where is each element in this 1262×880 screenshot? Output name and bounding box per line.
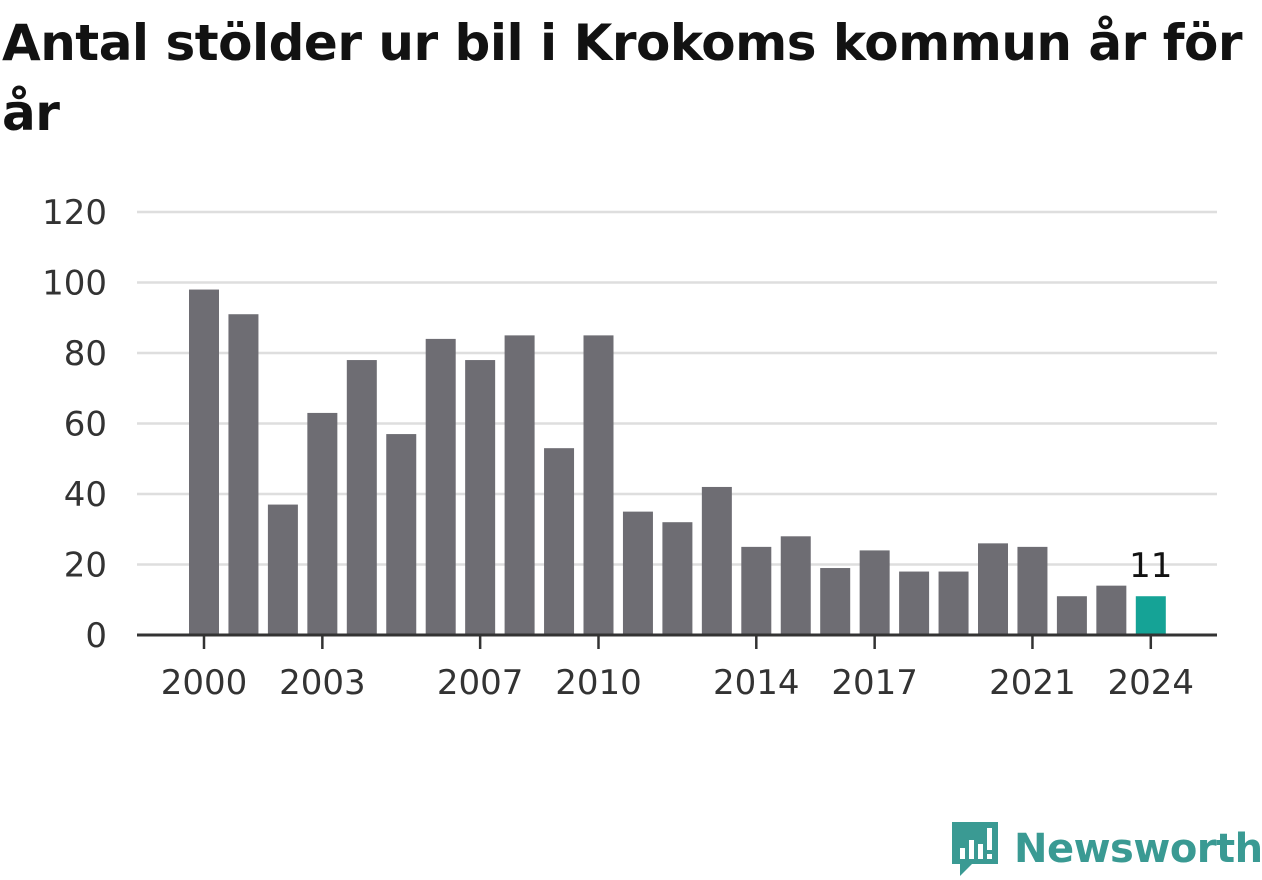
y-tick-label: 80 bbox=[64, 334, 107, 374]
x-tick-label: 2010 bbox=[555, 663, 642, 703]
bar-2019 bbox=[938, 571, 969, 635]
bar-2001 bbox=[228, 314, 259, 635]
data-labels: 11 bbox=[1129, 546, 1172, 586]
bar-2021 bbox=[1017, 546, 1048, 635]
bar-2003 bbox=[307, 412, 338, 635]
x-tick-label: 2017 bbox=[831, 663, 918, 703]
newsworthy-logo: Newsworthy bbox=[950, 818, 1262, 880]
bar-2014 bbox=[741, 546, 772, 635]
bars bbox=[189, 289, 1166, 635]
bar-2007 bbox=[465, 360, 496, 635]
bar-2012 bbox=[662, 522, 693, 635]
y-axis-tick-labels: 0 20 40 60 80 100 120 bbox=[42, 193, 107, 656]
x-tick-label: 2003 bbox=[279, 663, 366, 703]
x-tick-label: 2021 bbox=[989, 663, 1076, 703]
y-tick-label: 60 bbox=[64, 405, 107, 445]
x-tick-label: 2014 bbox=[713, 663, 800, 703]
x-tick-label: 2007 bbox=[437, 663, 524, 703]
x-tick-label: 2000 bbox=[161, 663, 248, 703]
bar-2013 bbox=[701, 486, 732, 635]
bar-2009 bbox=[544, 448, 575, 635]
y-tick-label: 20 bbox=[64, 546, 107, 586]
newsworthy-logo-icon bbox=[952, 822, 998, 876]
bar-2002 bbox=[267, 504, 298, 635]
gridlines bbox=[137, 210, 1217, 566]
x-tick-label: 2024 bbox=[1108, 663, 1195, 703]
bar-2018 bbox=[899, 571, 930, 635]
bar-2004 bbox=[346, 360, 377, 635]
bar-2008 bbox=[504, 335, 535, 635]
y-tick-label: 40 bbox=[64, 475, 107, 515]
x-axis-ticks: 2000 2003 2007 2010 2014 2017 2021 2024 bbox=[161, 635, 1194, 703]
bar-2020 bbox=[978, 543, 1008, 635]
bar-2023 bbox=[1096, 585, 1127, 635]
bar-2006 bbox=[425, 338, 456, 635]
bar-2016 bbox=[820, 568, 851, 635]
bar-2011 bbox=[622, 511, 653, 635]
data-label-2024: 11 bbox=[1129, 546, 1172, 586]
bar-2017 bbox=[859, 550, 890, 635]
bar-2015 bbox=[780, 536, 811, 635]
bar-2024 bbox=[1135, 596, 1166, 635]
brand-name: Newsworthy bbox=[1014, 826, 1262, 872]
bar-2005 bbox=[386, 434, 417, 635]
bar-2000 bbox=[189, 289, 219, 635]
chart-title: Antal stölder ur bil i Krokoms kommun år… bbox=[2, 14, 1243, 142]
bar-2022 bbox=[1056, 596, 1087, 635]
y-tick-label: 0 bbox=[85, 616, 107, 656]
bar-2010 bbox=[583, 335, 614, 635]
y-tick-label: 120 bbox=[42, 193, 107, 233]
y-tick-label: 100 bbox=[42, 264, 107, 304]
